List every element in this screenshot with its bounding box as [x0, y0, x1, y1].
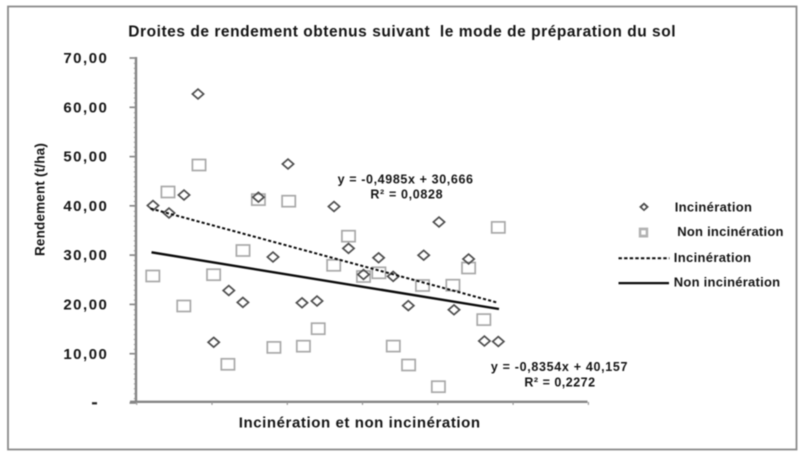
svg-text:Rendement (t/ha): Rendement (t/ha) — [33, 143, 48, 256]
svg-text:R² = 0,0828: R² = 0,0828 — [370, 187, 443, 201]
svg-text:Droites de rendement obtenus s: Droites de rendement obtenus suivant le … — [128, 23, 676, 40]
svg-text:R² = 0,2272: R² = 0,2272 — [524, 375, 595, 389]
svg-text:20,00: 20,00 — [63, 297, 108, 314]
svg-text:70,00: 70,00 — [63, 50, 108, 67]
svg-text:y = -0,4985x + 30,666: y = -0,4985x + 30,666 — [338, 173, 474, 187]
svg-text:10,00: 10,00 — [63, 346, 108, 363]
svg-text:60,00: 60,00 — [63, 99, 108, 116]
svg-text:y = -0,8354x + 40,157: y = -0,8354x + 40,157 — [491, 360, 628, 374]
svg-text:Incinération: Incinération — [675, 199, 753, 214]
svg-text:Non incinération: Non incinération — [674, 275, 781, 290]
svg-text:Incinération et non incinérati: Incinération et non incinération — [239, 415, 481, 432]
svg-text:30,00: 30,00 — [63, 247, 108, 264]
svg-text:50,00: 50,00 — [63, 149, 108, 166]
svg-text:40,00: 40,00 — [63, 198, 108, 215]
svg-text:Incinération: Incinération — [674, 250, 752, 265]
svg-text:Non incinération: Non incinération — [677, 224, 784, 239]
